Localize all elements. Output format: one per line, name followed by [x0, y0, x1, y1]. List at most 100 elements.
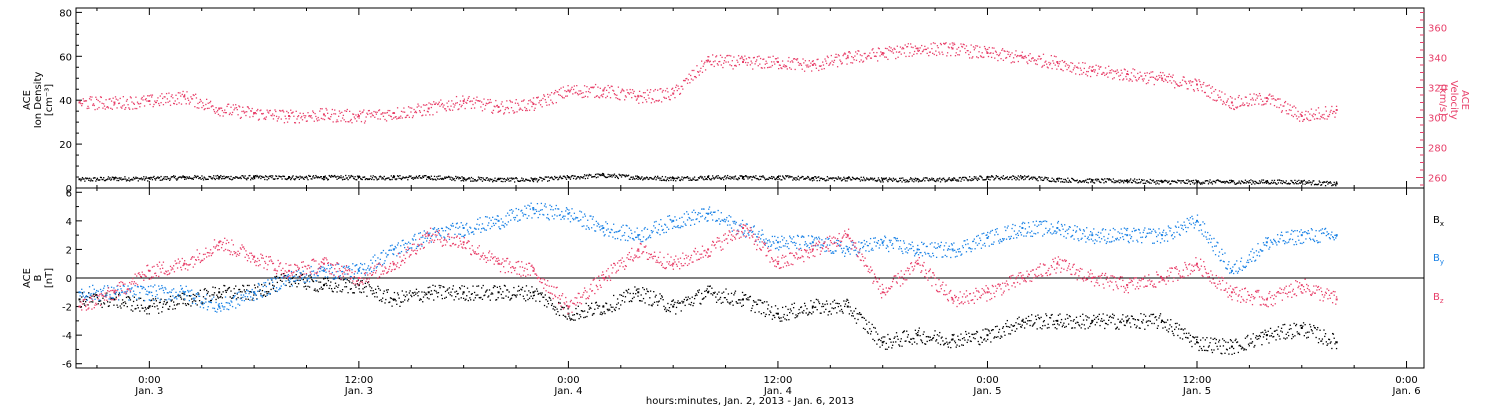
velocity-point — [892, 52, 895, 54]
velocity-point — [1008, 51, 1010, 53]
density-point — [765, 178, 767, 181]
velocity-point — [1086, 70, 1088, 73]
bx-point — [989, 332, 991, 334]
bx-point — [565, 305, 568, 307]
velocity-point — [1188, 82, 1191, 84]
bx-point — [1225, 348, 1228, 350]
bx-point — [937, 342, 939, 344]
bx-point — [1101, 320, 1104, 323]
bx-point — [878, 338, 880, 341]
velocity-point — [964, 47, 966, 50]
density-point — [698, 177, 700, 179]
density-point — [921, 179, 924, 182]
density-point — [81, 176, 84, 179]
bx-point — [1188, 341, 1191, 343]
density-point — [1162, 181, 1164, 183]
density-point — [389, 179, 392, 181]
velocity-point — [1041, 66, 1043, 68]
bx-point — [722, 301, 724, 304]
bx-point — [1016, 328, 1018, 330]
velocity-point — [1107, 76, 1109, 78]
b-ytick-label: -6 — [62, 360, 72, 371]
bx-point — [1159, 313, 1162, 315]
bx-point — [150, 299, 153, 301]
bx-point — [464, 299, 466, 301]
density-point — [1103, 182, 1105, 184]
velocity-point — [476, 96, 478, 98]
velocity-point — [1018, 55, 1020, 57]
velocity-point — [319, 108, 322, 110]
velocity-point — [136, 101, 139, 103]
velocity-point — [187, 99, 190, 101]
density-point — [791, 176, 793, 178]
density-point — [198, 177, 200, 180]
bx-point — [686, 299, 688, 301]
density-point — [381, 178, 383, 180]
velocity-point — [1119, 79, 1121, 81]
velocity-point — [354, 118, 356, 120]
velocity-point — [217, 113, 220, 116]
density-point — [89, 180, 92, 182]
density-point — [609, 174, 611, 176]
density-point — [137, 180, 139, 182]
density-point — [1218, 180, 1221, 182]
bx-point — [773, 314, 775, 317]
bx-point — [1128, 317, 1130, 320]
density-point — [1202, 181, 1204, 183]
density-point — [564, 176, 566, 178]
density-point — [404, 177, 406, 179]
velocity-point — [895, 51, 898, 53]
velocity-point — [863, 52, 865, 55]
velocity-point — [174, 100, 176, 102]
velocity-point — [1125, 75, 1127, 78]
density-point — [733, 178, 735, 180]
bx-point — [504, 285, 506, 287]
density-point — [470, 176, 473, 179]
bx-point — [1236, 341, 1238, 344]
velocity-point — [940, 43, 942, 46]
velocity-point — [671, 87, 674, 89]
velocity-point — [1246, 102, 1248, 104]
bx-point — [329, 284, 331, 287]
bx-point — [1207, 346, 1210, 348]
bx-point — [634, 286, 636, 288]
density-point — [825, 179, 828, 181]
density-point — [217, 178, 220, 180]
density-point — [484, 179, 487, 181]
velocity-point — [440, 104, 443, 106]
velocity-point — [294, 122, 297, 124]
velocity-point — [696, 65, 698, 67]
density-point — [933, 179, 935, 182]
bx-point — [811, 305, 814, 308]
bx-point — [303, 286, 305, 288]
bx-point — [438, 284, 440, 287]
bx-point — [1199, 345, 1201, 348]
density-point — [868, 179, 870, 181]
velocity-point — [1320, 116, 1323, 118]
bx-point — [175, 296, 177, 298]
bx-point — [1031, 325, 1034, 327]
density-point — [597, 176, 599, 178]
density-point — [713, 178, 715, 180]
velocity-point — [341, 111, 343, 114]
density-point — [777, 178, 779, 181]
velocity-point — [569, 90, 572, 92]
bx-point — [209, 299, 212, 302]
velocity-point — [1091, 70, 1094, 72]
velocity-point — [322, 118, 324, 120]
velocity-point — [1281, 110, 1283, 112]
bx-point — [1031, 314, 1033, 316]
density-point — [529, 180, 532, 182]
velocity-point — [1121, 72, 1123, 74]
velocity-point — [1201, 90, 1203, 92]
bx-point — [149, 305, 151, 307]
velocity-point — [1230, 107, 1232, 110]
density-point — [79, 178, 81, 180]
density-point — [1220, 181, 1222, 183]
bx-point — [482, 284, 484, 287]
bx-point — [910, 338, 913, 340]
velocity-point — [261, 113, 263, 115]
bx-point — [915, 332, 917, 335]
bx-point — [664, 307, 667, 309]
density-point — [753, 176, 755, 178]
